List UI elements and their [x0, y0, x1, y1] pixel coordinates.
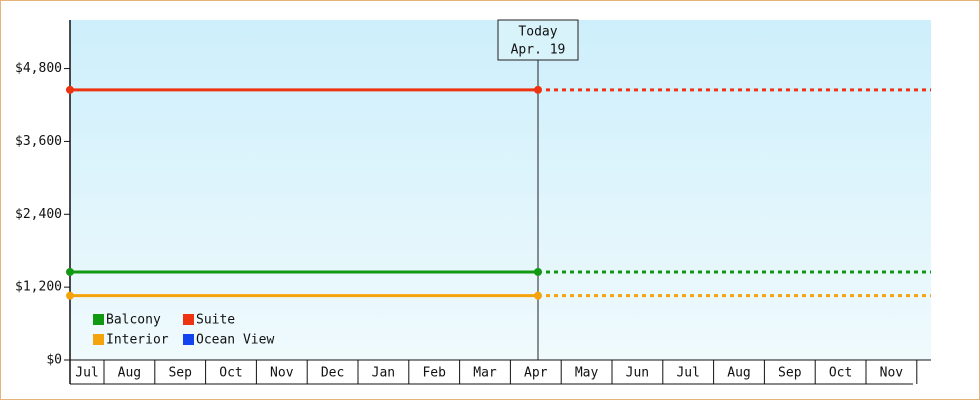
x-tick-label: Jul — [75, 366, 98, 381]
x-tick-label: Dec — [321, 366, 344, 381]
x-tick-label: Apr — [524, 366, 548, 381]
legend-swatch — [93, 334, 104, 345]
legend-swatch — [183, 314, 194, 325]
series-point — [66, 291, 74, 300]
today-box — [497, 19, 579, 61]
plot-area — [70, 20, 931, 360]
today-date: Apr. 19 — [511, 43, 566, 58]
x-tick-label: Oct — [219, 366, 242, 381]
series-point — [66, 267, 74, 276]
y-tick-label: $3,600 — [15, 134, 62, 149]
x-tick-label: Nov — [270, 366, 294, 381]
x-tick-label: Jan — [372, 366, 395, 381]
x-tick-label: Jul — [676, 366, 699, 381]
legend-swatch — [93, 314, 104, 325]
legend-swatch — [183, 334, 194, 345]
x-tick-label: Aug — [727, 366, 750, 381]
x-tick-label: Sep — [168, 366, 192, 381]
x-tick-label: Oct — [829, 366, 852, 381]
legend-label: Suite — [196, 313, 235, 328]
series-point — [66, 85, 74, 94]
legend-label: Ocean View — [196, 333, 274, 348]
x-tick-label: Aug — [118, 366, 141, 381]
legend-label: Interior — [106, 333, 169, 348]
today-title: Today — [518, 25, 557, 40]
legend-label: Balcony — [106, 313, 161, 328]
x-tick-label: Feb — [422, 366, 446, 381]
x-tick-label: Sep — [778, 366, 802, 381]
y-tick-label: $2,400 — [15, 207, 62, 222]
series-point — [534, 291, 542, 300]
x-tick-label: Nov — [880, 366, 904, 381]
series-point — [534, 85, 542, 94]
y-tick-label: $0 — [46, 353, 62, 368]
series-point — [534, 267, 542, 276]
x-axis: Jul Aug Sep Oct Nov Dec Jan Feb Mar Apr May Jun Jul A… — [75, 360, 918, 384]
y-tick-label: $1,200 — [15, 280, 62, 295]
x-tick-label: Mar — [473, 366, 497, 381]
y-tick-label: $4,800 — [15, 61, 62, 76]
x-tick-label: Jun — [626, 366, 649, 381]
x-tick-label: May — [575, 366, 599, 381]
